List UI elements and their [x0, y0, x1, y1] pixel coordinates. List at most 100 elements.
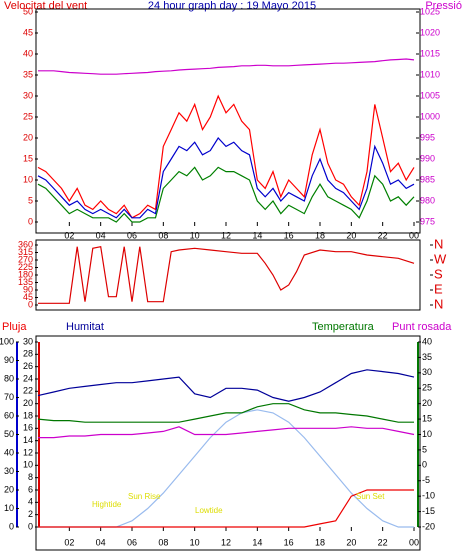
- y-tick-label: 270: [18, 254, 33, 264]
- y-tick-label: 225: [18, 262, 33, 272]
- x-tick-label: 12: [221, 230, 231, 240]
- y-axis-label: Velocitat del vent: [4, 0, 87, 12]
- y-tick-label: 2: [28, 509, 33, 519]
- y2-tick-label: N: [434, 296, 443, 311]
- y3-tick-label: 90: [4, 355, 14, 365]
- series-line: [37, 403, 414, 423]
- y-tick-label: 18: [23, 410, 33, 420]
- y-tick-label: 5: [28, 195, 33, 205]
- y3-tick-label: 0: [9, 521, 14, 531]
- series-line: [37, 369, 415, 402]
- y-tick-label: 15: [23, 153, 33, 163]
- plot-frame: [35, 239, 421, 311]
- y2-tick-label: 25: [422, 383, 432, 393]
- y2-tick-label: -20: [422, 521, 435, 531]
- y-tick-label: 0: [28, 299, 33, 309]
- y-tick-label: 360: [18, 239, 33, 249]
- y-tick-label: 10: [23, 460, 33, 470]
- y2-tick-label: 35: [422, 352, 432, 362]
- y-tick-label: 50: [23, 6, 33, 16]
- y-tick-label: 45: [23, 292, 33, 302]
- x-tick-label: 02: [64, 537, 74, 547]
- y-tick-label: 12: [23, 447, 33, 457]
- y2-tick-label: 990: [420, 153, 435, 163]
- annotation: Sun Set: [356, 492, 385, 501]
- x-tick-label: 08: [158, 537, 168, 547]
- annotation: Lowtide: [195, 506, 223, 515]
- y-tick-label: 0: [28, 216, 33, 226]
- annotation: Hightide: [92, 500, 122, 509]
- x-tick-label: 04: [96, 230, 106, 240]
- x-tick-label: 10: [190, 230, 200, 240]
- y2-tick-label: N: [434, 236, 443, 251]
- y2-tick-label: S: [434, 266, 443, 281]
- y2-tick-label: 1025: [420, 6, 440, 16]
- y-tick-label: 14: [23, 435, 33, 445]
- y2-tick-label: 30: [422, 367, 432, 377]
- y-tick-label: 20: [23, 132, 33, 142]
- y3-tick-label: 10: [4, 503, 14, 513]
- y-tick-label: 30: [23, 90, 33, 100]
- x-tick-label: 18: [315, 537, 325, 547]
- y2-tick-label: 985: [420, 174, 435, 184]
- y2-tick-label: 1005: [420, 90, 440, 100]
- y2-tick-label: 975: [420, 216, 435, 226]
- y-tick-label: 24: [23, 373, 33, 383]
- x-tick-label: 16: [284, 230, 294, 240]
- y2-tick-label: W: [434, 251, 447, 266]
- y-tick-label: 28: [23, 349, 33, 359]
- y2-tick-label: -15: [422, 506, 435, 516]
- y3-tick-label: 40: [4, 447, 14, 457]
- y2-tick-label: 980: [420, 195, 435, 205]
- y2-tick-label: E: [434, 281, 443, 296]
- legend-label: Pluja: [2, 321, 27, 333]
- x-tick-label: 06: [127, 537, 137, 547]
- series-line: [38, 58, 415, 75]
- x-tick-label: 00: [409, 537, 419, 547]
- x-tick-label: 20: [346, 230, 356, 240]
- series-line: [38, 426, 415, 439]
- series-line: [37, 166, 415, 223]
- y2-axis-label: Pressió: [425, 0, 462, 12]
- legend-label: Temperatura: [312, 321, 375, 333]
- legend-label: Punt rosada: [392, 321, 452, 333]
- y-tick-label: 35: [23, 69, 33, 79]
- plot-frame: [35, 335, 421, 551]
- y2-tick-label: 995: [420, 132, 435, 142]
- x-tick-label: 18: [315, 230, 325, 240]
- y-tick-label: 25: [23, 111, 33, 121]
- x-tick-label: 22: [378, 230, 388, 240]
- y-tick-label: 6: [28, 484, 33, 494]
- y2-tick-label: 0: [422, 460, 427, 470]
- y-tick-label: 26: [23, 361, 33, 371]
- y-tick-label: 40: [23, 48, 33, 58]
- y2-tick-label: 5: [422, 444, 427, 454]
- x-tick-label: 20: [346, 537, 356, 547]
- series-line: [38, 489, 414, 528]
- y3-tick-label: 30: [4, 466, 14, 476]
- y3-tick-label: 100: [0, 336, 14, 346]
- y-tick-label: 16: [23, 423, 33, 433]
- y3-tick-label: 60: [4, 410, 14, 420]
- x-tick-label: 06: [127, 230, 137, 240]
- y2-tick-label: -5: [422, 475, 430, 485]
- x-tick-label: 08: [158, 230, 168, 240]
- x-tick-label: 02: [64, 230, 74, 240]
- y-tick-label: 315: [18, 247, 33, 257]
- y-tick-label: 90: [23, 284, 33, 294]
- x-tick-label: 00: [409, 230, 419, 240]
- annotation: Sun Rise: [128, 492, 161, 501]
- y-tick-label: 10: [23, 174, 33, 184]
- y-tick-label: 20: [23, 398, 33, 408]
- x-tick-label: 16: [284, 537, 294, 547]
- x-tick-label: 10: [190, 537, 200, 547]
- y2-tick-label: 15: [422, 413, 432, 423]
- legend-label: Humitat: [66, 321, 104, 333]
- x-tick-label: 22: [378, 537, 388, 547]
- y2-tick-label: 20: [422, 398, 432, 408]
- y2-tick-label: 1015: [420, 48, 440, 58]
- y2-tick-label: 1000: [420, 111, 440, 121]
- y2-tick-label: -10: [422, 491, 435, 501]
- chart-title: 24 hour graph day : 19 Mayo 2015: [148, 0, 316, 12]
